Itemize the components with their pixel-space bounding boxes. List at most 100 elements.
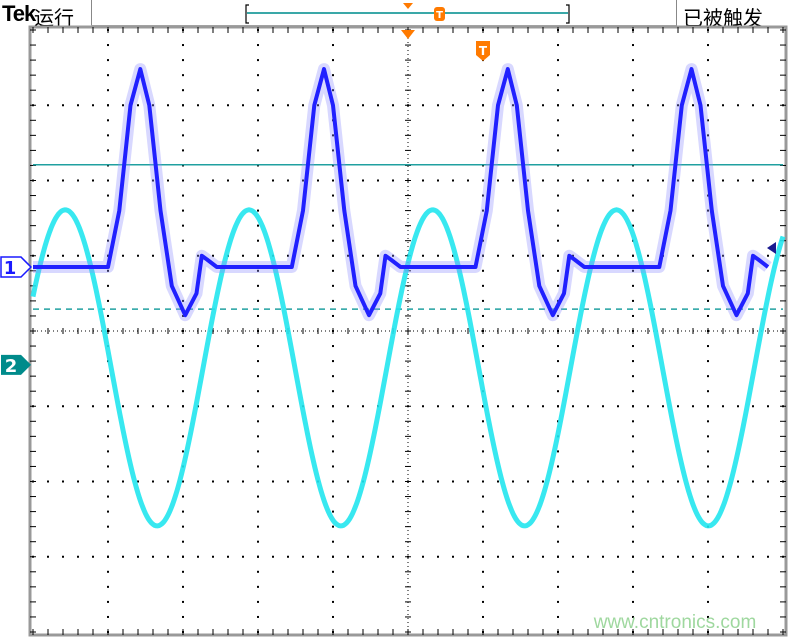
grid-dot [632,164,634,167]
grid-dot [437,179,439,182]
grid-dot [527,555,529,558]
grid-dot [707,254,709,257]
grid-dot [107,224,109,227]
grid-dot [62,254,64,257]
grid-dot [242,179,244,182]
grid-dot [632,89,634,92]
grid-dot [557,495,559,498]
grid-dot [197,480,199,483]
grid-dot [677,104,679,107]
grid-dot [182,570,184,573]
grid-dot [557,149,559,152]
grid-dot [182,284,184,287]
grid-dot [482,74,484,77]
grid-dot [347,480,349,483]
grid-dot [257,74,259,77]
grid-dot [182,224,184,227]
grid-dot [317,555,319,558]
grid-dot [497,179,499,182]
grid-dot [332,89,334,92]
grid-dot [332,194,334,197]
grid-dot [227,179,229,182]
grid-dot [572,405,574,408]
grid-dot [227,405,229,408]
grid-dot [632,480,634,483]
grid-dot [422,179,424,182]
grid-dot [557,119,559,122]
grid-dot [392,104,394,107]
grid-dot [182,600,184,603]
channel-2-marker [1,354,31,375]
grid-dot [482,345,484,348]
grid-dot [257,555,259,558]
grid-dot [677,254,679,257]
grid-dot [737,104,739,107]
grid-dot [332,314,334,317]
grid-dot [437,254,439,257]
grid-dot [107,435,109,438]
grid-dot [632,360,634,363]
grid-dot [182,585,184,588]
grid-dot [737,555,739,558]
grid-dot [632,570,634,573]
grid-dot [332,510,334,513]
grid-dot [107,74,109,77]
grid-dot [257,600,259,603]
grid-dot [92,254,94,257]
grid-dot [707,345,709,348]
grid-dot [392,179,394,182]
grid-dot [332,540,334,543]
grid-dot [257,615,259,618]
grid-dot [557,405,559,408]
grid-dot [467,254,469,257]
grid-dot [47,480,49,483]
grid-dot [182,239,184,242]
grid-dot [707,299,709,302]
grid-dot [752,104,754,107]
grid-dot [707,510,709,513]
grid-dot [707,615,709,618]
grid-dot [707,600,709,603]
grid-dot [542,179,544,182]
grid-dot [707,435,709,438]
grid-dot [632,74,634,77]
grid-dot [287,405,289,408]
grid-dot [647,405,649,408]
grid-dot [152,480,154,483]
grid-dot [557,134,559,137]
grid-dot [257,420,259,423]
grid-dot [707,104,709,107]
grid-dot [617,179,619,182]
grid-dot [587,555,589,558]
grid-dot [197,254,199,257]
grid-dot [632,179,634,182]
channel-1-label: 1 [4,258,17,279]
grid-dot [482,435,484,438]
grid-dot [482,510,484,513]
grid-dot [362,555,364,558]
grid-dot [182,435,184,438]
grid-dot [107,239,109,242]
grid-dot [557,480,559,483]
grid-dot [707,74,709,77]
grid-dot [107,525,109,528]
grid-dot [77,254,79,257]
grid-dot [107,540,109,543]
grid-dot [752,480,754,483]
grid-dot [182,345,184,348]
grid-dot [557,390,559,393]
grid-dot [497,480,499,483]
grid-dot [632,59,634,62]
grid-dot [557,284,559,287]
grid-dot [662,555,664,558]
grid-dot [392,480,394,483]
grid-dot [332,555,334,558]
grid-dot [167,179,169,182]
grid-dot [722,555,724,558]
grid-dot [767,179,769,182]
grid-dot [137,104,139,107]
grid-dot [257,480,259,483]
trigger-marker-label: T [479,44,488,58]
grid-dot [707,495,709,498]
grid-dot [602,555,604,558]
